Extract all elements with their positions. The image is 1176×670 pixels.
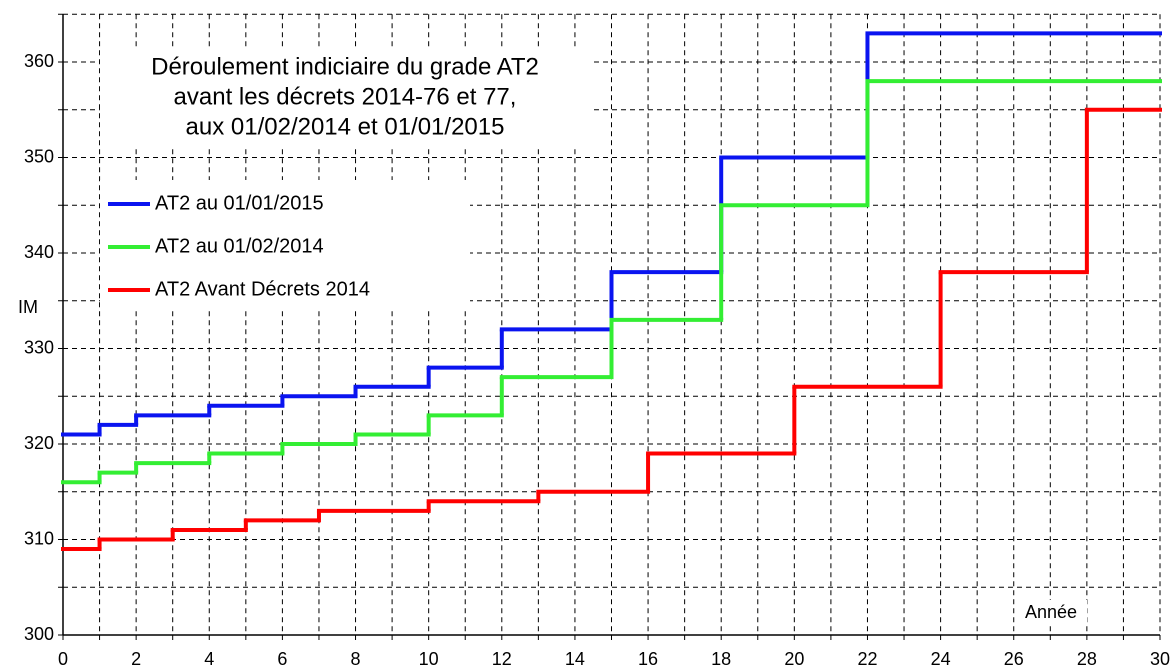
y-axis-label: IM bbox=[18, 297, 38, 317]
y-tick-label: 310 bbox=[24, 528, 54, 548]
x-tick-label: 0 bbox=[58, 649, 68, 669]
y-tick-label: 320 bbox=[24, 433, 54, 453]
x-tick-label: 2 bbox=[131, 649, 141, 669]
legend-label: AT2 au 01/02/2014 bbox=[155, 235, 324, 257]
legend-label: AT2 Avant Décrets 2014 bbox=[155, 278, 370, 300]
series bbox=[61, 79, 1162, 485]
chart-title: avant les décrets 2014-76 et 77, bbox=[174, 83, 517, 110]
x-tick-label: 22 bbox=[857, 649, 877, 669]
x-tick-label: 6 bbox=[277, 649, 287, 669]
x-tick-label: 14 bbox=[565, 649, 585, 669]
y-tick-label: 340 bbox=[24, 242, 54, 262]
y-tick-label: 300 bbox=[24, 624, 54, 644]
x-tick-label: 26 bbox=[1004, 649, 1024, 669]
x-tick-label: 30 bbox=[1150, 649, 1170, 669]
series bbox=[61, 107, 1162, 552]
x-tick-label: 18 bbox=[711, 649, 731, 669]
x-tick-label: 10 bbox=[419, 649, 439, 669]
x-tick-label: 20 bbox=[784, 649, 804, 669]
x-label-bg bbox=[1015, 600, 1087, 626]
y-tick-label: 360 bbox=[24, 51, 54, 71]
x-tick-label: 16 bbox=[638, 649, 658, 669]
y-tick-label: 330 bbox=[24, 337, 54, 357]
title-bg bbox=[100, 50, 592, 148]
x-tick-label: 8 bbox=[351, 649, 361, 669]
x-tick-label: 24 bbox=[931, 649, 951, 669]
x-axis-label: Année bbox=[1025, 602, 1077, 622]
legend-bg bbox=[100, 180, 470, 310]
legend-label: AT2 au 01/01/2015 bbox=[155, 192, 324, 214]
x-tick-label: 4 bbox=[204, 649, 214, 669]
x-tick-label: 12 bbox=[492, 649, 512, 669]
chart-title: Déroulement indiciaire du grade AT2 bbox=[151, 53, 539, 80]
y-tick-label: 350 bbox=[24, 146, 54, 166]
chart-title: aux 01/02/2014 et 01/01/2015 bbox=[186, 113, 505, 140]
x-tick-label: 28 bbox=[1077, 649, 1097, 669]
